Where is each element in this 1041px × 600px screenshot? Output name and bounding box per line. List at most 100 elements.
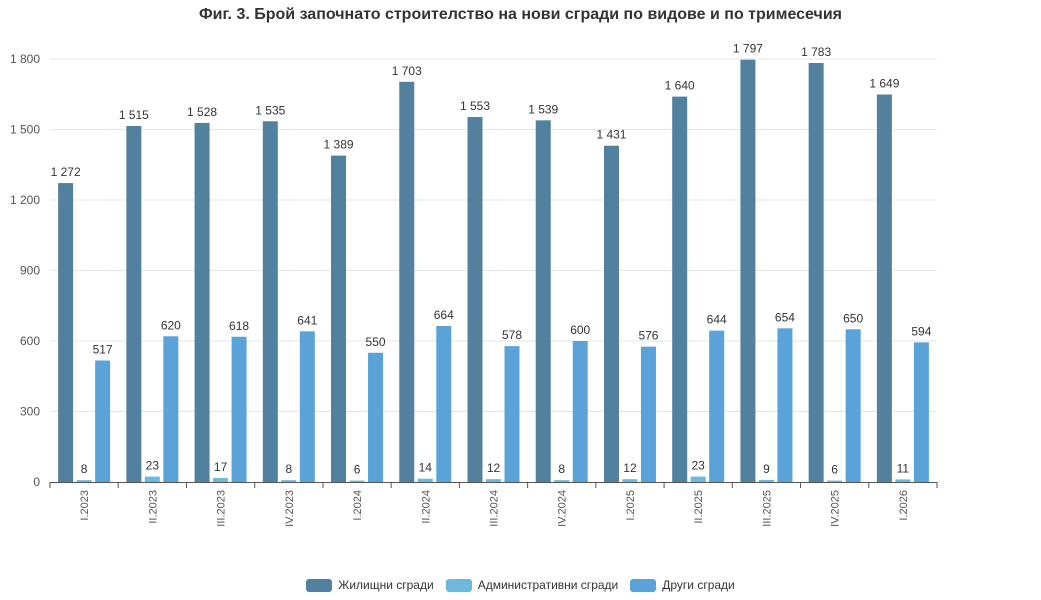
legend-item-other[interactable]: Други сгради xyxy=(630,578,735,592)
data-label-other: 578 xyxy=(502,328,522,342)
bar-administrative[interactable] xyxy=(417,478,433,482)
y-tick-label: 1 500 xyxy=(10,123,40,137)
data-label-residential: 1 553 xyxy=(460,99,490,113)
bar-residential[interactable] xyxy=(467,117,483,483)
legend-swatch-residential xyxy=(306,578,333,592)
data-label-administrative: 17 xyxy=(214,460,228,474)
x-tick-label: III.2025 xyxy=(761,490,773,527)
legend-item-residential[interactable]: Жилищни сгради xyxy=(306,578,434,592)
legend-swatch-administrative xyxy=(445,578,472,592)
x-axis xyxy=(49,482,938,488)
data-label-residential: 1 783 xyxy=(801,45,831,59)
data-label-administrative: 6 xyxy=(831,463,838,477)
data-label-residential: 1 539 xyxy=(528,102,558,116)
bar-other[interactable] xyxy=(436,325,452,482)
data-label-residential: 1 431 xyxy=(596,128,626,142)
x-tick-label: I.2026 xyxy=(898,490,910,521)
data-label-other: 620 xyxy=(161,318,181,332)
data-label-administrative: 8 xyxy=(558,462,565,476)
x-tick-label: I.2025 xyxy=(625,490,637,521)
bar-administrative[interactable] xyxy=(895,479,911,482)
x-tick-label: III.2024 xyxy=(489,490,501,527)
bar-other[interactable] xyxy=(299,331,315,482)
bar-administrative[interactable] xyxy=(281,480,297,482)
legend-item-administrative[interactable]: Административни сгради xyxy=(445,578,619,592)
data-label-other: 618 xyxy=(229,319,249,333)
bar-administrative[interactable] xyxy=(827,480,843,482)
y-tick-label: 1 200 xyxy=(10,193,40,207)
bar-other[interactable] xyxy=(845,329,861,482)
bar-residential[interactable] xyxy=(194,122,210,483)
y-tick-label: 300 xyxy=(20,405,40,419)
data-label-administrative: 23 xyxy=(146,459,160,473)
bar-other[interactable] xyxy=(163,336,179,482)
data-label-other: 600 xyxy=(570,323,590,337)
x-tick-label: II.2024 xyxy=(420,490,432,524)
bar-other[interactable] xyxy=(95,360,111,482)
bar-residential[interactable] xyxy=(603,145,619,482)
bar-other[interactable] xyxy=(504,346,520,482)
bar-residential[interactable] xyxy=(876,94,892,483)
y-tick-label: 600 xyxy=(20,334,40,348)
legend-swatch-other xyxy=(630,578,657,592)
bar-other[interactable] xyxy=(368,352,384,482)
bar-other[interactable] xyxy=(913,342,929,482)
bar-residential[interactable] xyxy=(58,183,74,482)
x-tick-label: II.2025 xyxy=(693,490,705,524)
y-tick-label: 900 xyxy=(20,264,40,278)
data-label-administrative: 12 xyxy=(487,461,501,475)
data-label-residential: 1 703 xyxy=(392,64,422,78)
bar-administrative[interactable] xyxy=(76,480,92,482)
data-label-other: 644 xyxy=(707,313,727,327)
data-label-administrative: 9 xyxy=(763,462,770,476)
bar-administrative[interactable] xyxy=(690,476,706,482)
data-label-other: 594 xyxy=(911,324,931,338)
data-label-residential: 1 528 xyxy=(187,105,217,119)
data-label-residential: 1 272 xyxy=(51,165,81,179)
data-label-administrative: 12 xyxy=(623,461,637,475)
bar-administrative[interactable] xyxy=(349,480,365,482)
bar-other[interactable] xyxy=(777,328,793,482)
bar-residential[interactable] xyxy=(399,81,415,483)
bar-other[interactable] xyxy=(572,341,588,482)
data-label-residential: 1 649 xyxy=(869,76,899,90)
y-tick-label: 0 xyxy=(33,475,40,489)
data-label-other: 664 xyxy=(434,308,454,322)
bar-administrative[interactable] xyxy=(144,476,160,482)
x-tick-label: IV.2025 xyxy=(830,490,842,527)
x-tick-label: IV.2023 xyxy=(284,490,296,527)
x-tick-label: III.2023 xyxy=(216,490,228,527)
bar-administrative[interactable] xyxy=(622,479,638,482)
legend: Жилищни сгради Административни сгради Др… xyxy=(0,578,1041,592)
y-axis-tick-labels: 0 300 600 900 1 200 1 500 1 800 xyxy=(10,52,40,489)
data-label-residential: 1 797 xyxy=(733,42,763,56)
y-tick-label: 1 800 xyxy=(10,52,40,66)
grid-lines xyxy=(50,58,937,412)
x-axis-tick-labels: I.2023 II.2023 III.2023 IV.2023 I.2024 II.202… xyxy=(79,490,910,527)
bar-other[interactable] xyxy=(640,346,656,482)
legend-label-administrative: Административни сгради xyxy=(477,578,619,592)
data-label-residential: 1 515 xyxy=(119,108,149,122)
bar-administrative[interactable] xyxy=(213,478,229,482)
bar-residential[interactable] xyxy=(672,96,688,482)
bar-residential[interactable] xyxy=(126,125,142,482)
bars xyxy=(58,59,929,483)
bar-administrative[interactable] xyxy=(554,480,570,482)
data-label-administrative: 11 xyxy=(897,461,910,475)
bar-administrative[interactable] xyxy=(486,479,501,482)
bar-administrative[interactable] xyxy=(758,479,774,482)
bar-other[interactable] xyxy=(709,330,725,482)
data-label-administrative: 8 xyxy=(81,462,88,476)
x-tick-label: II.2023 xyxy=(147,490,159,524)
bar-residential[interactable] xyxy=(740,59,756,482)
bar-residential[interactable] xyxy=(535,120,551,483)
bar-residential[interactable] xyxy=(808,62,824,483)
data-label-other: 650 xyxy=(843,311,863,325)
chart-title: Фиг. 3. Брой започнато строителство на н… xyxy=(199,6,842,23)
bar-other[interactable] xyxy=(231,336,247,482)
bar-residential[interactable] xyxy=(262,121,278,483)
data-label-residential: 1 640 xyxy=(665,79,695,93)
x-tick-label: I.2023 xyxy=(79,490,91,521)
bar-residential[interactable] xyxy=(331,155,347,482)
